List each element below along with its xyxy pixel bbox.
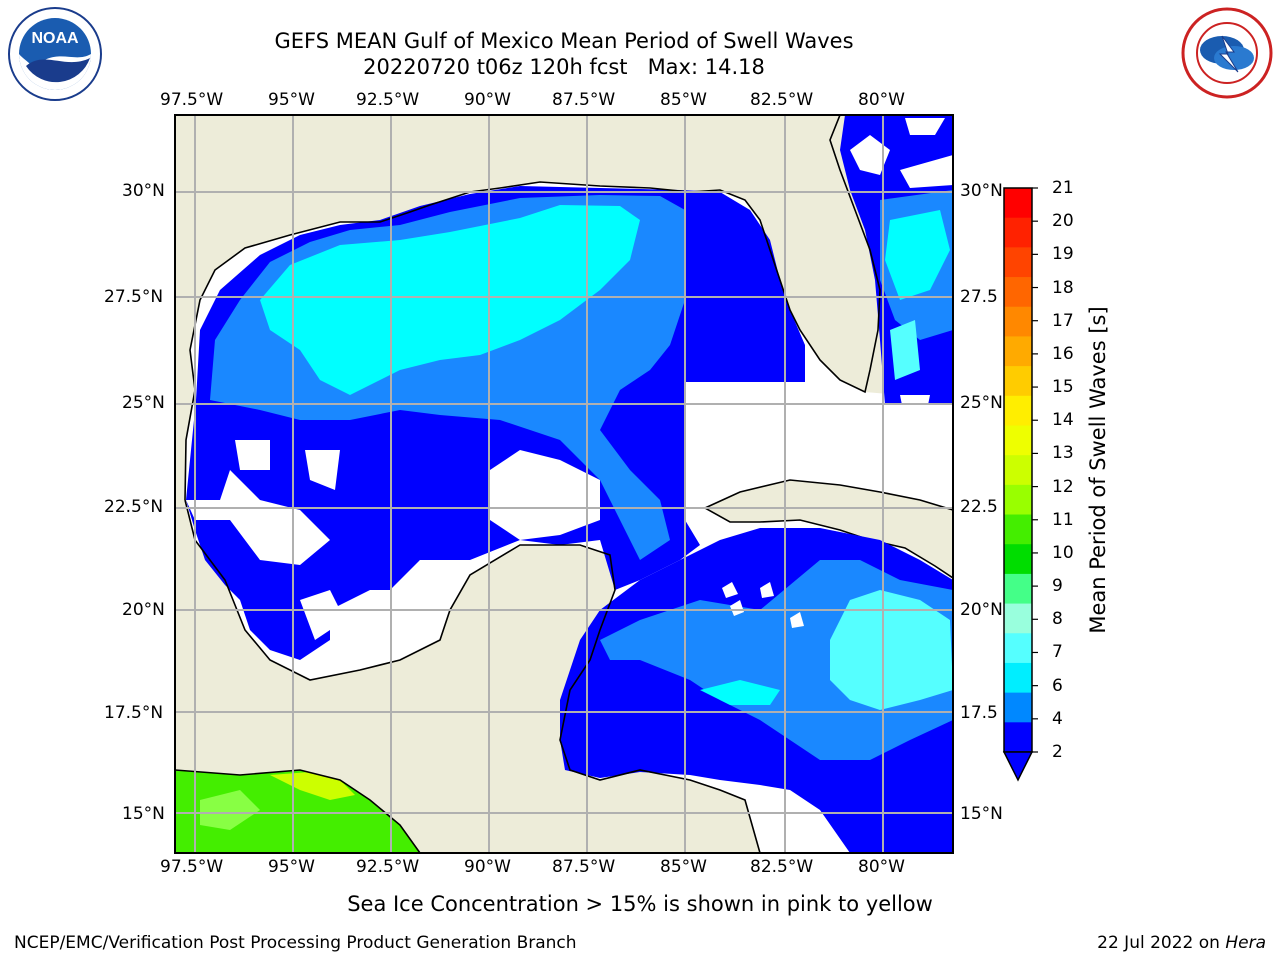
colorbar-segment bbox=[1004, 662, 1032, 694]
lat-tick: 27.5°N bbox=[104, 287, 164, 307]
lat-tick: 20°N bbox=[960, 600, 1003, 620]
lat-tick: 30°N bbox=[960, 181, 1003, 201]
map-frame bbox=[174, 114, 954, 854]
colorbar-segment bbox=[1004, 247, 1032, 278]
colorbar-segment bbox=[1004, 544, 1032, 575]
colorbar-segment bbox=[1004, 306, 1032, 337]
colorbar-tick-label: 19 bbox=[1052, 244, 1074, 265]
colorbar-tick-label: 21 bbox=[1052, 178, 1074, 198]
colorbar-tick-label: 10 bbox=[1052, 542, 1074, 563]
colorbar-extend-arrow bbox=[1002, 751, 1034, 782]
footer-credit: NCEP/EMC/Verification Post Processing Pr… bbox=[14, 933, 577, 953]
lon-tick: 95°W bbox=[268, 90, 315, 110]
colorbar bbox=[1004, 187, 1038, 753]
lat-tick: 17.5 bbox=[960, 703, 998, 723]
footer-date-text: 22 Jul 2022 on bbox=[1097, 933, 1226, 953]
colorbar-segment bbox=[1004, 425, 1032, 456]
lon-tick: 80°W bbox=[858, 857, 905, 877]
colorbar-segment bbox=[1004, 277, 1032, 308]
colorbar-tick-label: 4 bbox=[1052, 708, 1063, 729]
lon-tick: 97.5°W bbox=[160, 857, 224, 877]
lon-tick: 92.5°W bbox=[356, 857, 420, 877]
swell-cyan-gulf bbox=[260, 205, 640, 395]
colorbar-segment bbox=[1004, 722, 1032, 753]
lon-tick: 82.5°W bbox=[750, 857, 814, 877]
map-subtitle: 20220720 t06z 120h fcst Max: 14.18 bbox=[363, 55, 765, 79]
lon-tick: 82.5°W bbox=[750, 90, 814, 110]
colorbar-tick-label: 20 bbox=[1052, 211, 1074, 232]
colorbar-segment bbox=[1004, 603, 1032, 634]
colorbar-label: Mean Period of Swell Waves [s] bbox=[1086, 306, 1110, 634]
colorbar-segment bbox=[1004, 484, 1032, 516]
colorbar-tick-label: 17 bbox=[1052, 310, 1074, 331]
colorbar-segment bbox=[1004, 692, 1032, 723]
lon-tick: 90°W bbox=[464, 90, 511, 110]
lat-tick: 22.5°N bbox=[104, 497, 164, 517]
colorbar-segment bbox=[1004, 188, 1032, 219]
colorbar-tick-label: 2 bbox=[1052, 742, 1063, 762]
lat-tick: 22.5 bbox=[960, 497, 998, 517]
colorbar-tick-label: 13 bbox=[1052, 443, 1074, 464]
swell-cyan-caribbean bbox=[830, 590, 953, 710]
colorbar-tick-label: 16 bbox=[1052, 343, 1074, 364]
colorbar-segment bbox=[1004, 336, 1032, 367]
colorbar-segment bbox=[1004, 514, 1032, 545]
sea-ice-note: Sea Ice Concentration > 15% is shown in … bbox=[347, 892, 933, 916]
colorbar-segment bbox=[1004, 395, 1032, 426]
noaa-logo-text: NOAA bbox=[31, 30, 79, 47]
lat-tick: 27.5 bbox=[960, 287, 998, 307]
lon-tick: 97.5°W bbox=[160, 90, 224, 110]
colorbar-segment bbox=[1004, 633, 1032, 664]
lon-tick: 90°W bbox=[464, 857, 511, 877]
lat-tick: 15°N bbox=[122, 804, 165, 824]
swell-green-pacific bbox=[175, 770, 420, 853]
lon-tick: 85°W bbox=[660, 857, 707, 877]
lon-tick: 87.5°W bbox=[552, 90, 616, 110]
colorbar-segment bbox=[1004, 573, 1032, 605]
lon-tick: 87.5°W bbox=[552, 857, 616, 877]
lat-tick: 17.5°N bbox=[104, 703, 164, 723]
pacific-coastline bbox=[175, 769, 421, 853]
colorbar-segment bbox=[1004, 217, 1032, 248]
lon-tick: 95°W bbox=[268, 857, 315, 877]
colorbar-segment bbox=[1004, 455, 1032, 486]
lat-tick: 25°N bbox=[960, 393, 1003, 413]
noaa-logo: NOAA bbox=[8, 7, 102, 101]
colorbar-tick-label: 12 bbox=[1052, 476, 1074, 497]
lat-tick: 25°N bbox=[122, 393, 165, 413]
mexico-coastline bbox=[184, 499, 761, 853]
lat-tick: 15°N bbox=[960, 804, 1003, 824]
lat-tick: 20°N bbox=[122, 600, 165, 620]
footer-date: 22 Jul 2022 on Hera bbox=[1097, 933, 1266, 953]
map-gridlines bbox=[175, 115, 953, 853]
cuba-land bbox=[703, 479, 953, 579]
nws-logo bbox=[1181, 7, 1273, 99]
lon-tick: 80°W bbox=[858, 90, 905, 110]
colorbar-tick-label: 11 bbox=[1052, 509, 1074, 530]
colorbar-tick-label: 14 bbox=[1052, 410, 1074, 431]
colorbar-tick-label: 18 bbox=[1052, 277, 1074, 298]
colorbar-tick-label: 15 bbox=[1052, 377, 1074, 398]
footer-host: Hera bbox=[1225, 933, 1266, 953]
lat-tick: 30°N bbox=[122, 181, 165, 201]
colorbar-tick-label: 8 bbox=[1052, 609, 1063, 630]
map-title: GEFS MEAN Gulf of Mexico Mean Period of … bbox=[274, 29, 854, 53]
lon-tick: 92.5°W bbox=[356, 90, 420, 110]
colorbar-segment bbox=[1004, 366, 1032, 397]
lon-tick: 85°W bbox=[660, 90, 707, 110]
colorbar-tick-label: 6 bbox=[1052, 675, 1063, 696]
colorbar-tick-label: 7 bbox=[1052, 642, 1063, 663]
colorbar-tick-label: 9 bbox=[1052, 576, 1063, 597]
